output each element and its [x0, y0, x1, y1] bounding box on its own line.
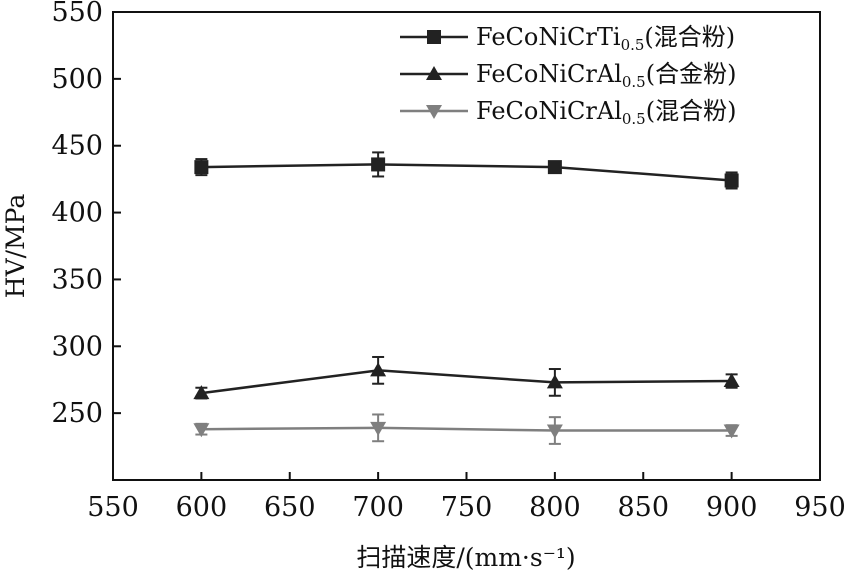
x-axis-title: 扫描速度/(mm·s⁻¹) [356, 543, 575, 572]
legend-label: FeCoNiCrTi0.5(混合粉) [476, 23, 735, 54]
legend-marker [426, 105, 442, 119]
data-point [724, 173, 739, 188]
legend-marker [427, 30, 441, 44]
data-point [546, 424, 563, 439]
data-point [193, 385, 210, 400]
y-axis: 250 300 350 400 450 500 550 [51, 0, 121, 429]
y-tick-label: 300 [51, 331, 103, 362]
series-line [201, 426, 732, 432]
data-point [370, 421, 387, 436]
y-tick-label: 450 [51, 131, 103, 162]
x-tick-label: 700 [352, 492, 404, 523]
data-point [371, 157, 386, 172]
x-tick-label: 850 [617, 492, 669, 523]
data-point [370, 362, 387, 377]
data-point [723, 373, 740, 388]
x-tick-label: 900 [706, 492, 758, 523]
x-tick-label: 750 [441, 492, 493, 523]
y-tick-label: 250 [51, 398, 103, 429]
data-point [546, 374, 563, 389]
legend-label: FeCoNiCrAl0.5(合金粉) [476, 60, 736, 91]
plot-area [193, 151, 740, 445]
series-line [201, 163, 732, 182]
y-tick-label: 500 [51, 64, 103, 95]
y-tick-label: 400 [51, 198, 103, 229]
data-point [723, 424, 740, 439]
y-tick-label: 350 [51, 264, 103, 295]
x-tick-label: 600 [176, 492, 228, 523]
x-axis: 550 600 650 700 750 800 850 900 950 [87, 472, 846, 523]
legend: FeCoNiCrTi0.5(混合粉) FeCoNiCrAl0.5(合金粉) FeCo… [400, 23, 736, 128]
legend-marker [426, 66, 442, 80]
x-tick-label: 550 [87, 492, 139, 523]
legend-label: FeCoNiCrAl0.5(混合粉) [476, 97, 736, 128]
series-line [201, 369, 732, 395]
x-tick-label: 650 [264, 492, 316, 523]
y-axis-title: HV/MPa [1, 194, 30, 299]
x-tick-label: 800 [529, 492, 581, 523]
x-tick-label: 950 [794, 492, 846, 523]
data-point [193, 423, 210, 438]
data-point [547, 160, 562, 175]
data-point [194, 160, 209, 175]
y-tick-label: 550 [51, 0, 103, 28]
